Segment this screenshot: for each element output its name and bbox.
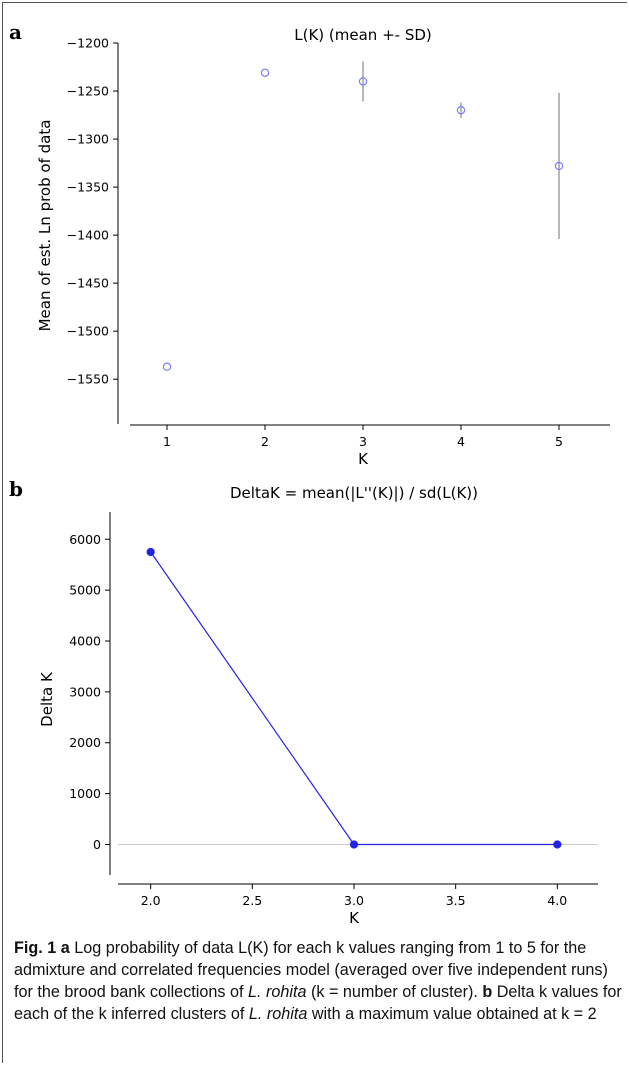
chart-a: a L(K) (mean +- SD) −1200 −1250 −1300 −1350 −1… (9, 20, 610, 468)
data-point (358, 77, 368, 86)
y-tick-label: 2000 (69, 735, 101, 750)
y-tick-label: −1300 (67, 132, 109, 147)
panel-letter: a (9, 20, 22, 44)
y-tick-label: 3000 (69, 684, 101, 699)
x-tick-label: 2 (261, 434, 269, 449)
x-tick-label: 3.5 (446, 893, 466, 908)
x-tick-label: 3.0 (344, 893, 364, 908)
caption-part-b-text-2: with a maximum value obtained at k = 2 (307, 1005, 597, 1023)
y-tick-label: −1450 (67, 276, 109, 291)
x-axis-label: K (349, 909, 360, 927)
x-tick-label: 5 (555, 434, 563, 449)
chart-title: DeltaK = mean(|L''(K)|) / sd(L(K)) (230, 484, 478, 502)
y-tick-label: −1250 (67, 84, 109, 99)
data-point (456, 106, 466, 115)
x-tick-label: 2.5 (242, 893, 262, 908)
series-line (150, 551, 558, 846)
y-tick-label: −1400 (67, 228, 109, 243)
y-tick-label: 1000 (69, 786, 101, 801)
caption-species-a: L. rohita (247, 983, 307, 1001)
data-point (146, 547, 155, 557)
y-axis-label: Delta K (38, 671, 56, 727)
y-tick-label: 0 (93, 837, 101, 852)
data-point (553, 840, 562, 849)
data-point (554, 161, 564, 171)
y-axis-label: Mean of est. Ln prob of data (36, 120, 54, 332)
caption-part-a-text-1: Log probability of data L(K) for each k … (14, 939, 608, 1001)
data-point (162, 362, 172, 371)
y-tick-label: −1350 (67, 180, 109, 195)
y-tick-label: −1550 (67, 372, 109, 387)
caption-species-b: L. rohita (248, 1005, 308, 1023)
data-point (260, 68, 270, 77)
x-tick-label: 1 (163, 434, 171, 449)
y-tick-label: 6000 (69, 532, 101, 547)
caption-label: Fig. 1 (14, 939, 57, 957)
caption-part-a-letter: a (60, 939, 70, 957)
x-axis-label: K (358, 450, 369, 468)
panel-letter: b (9, 477, 23, 501)
y-tick-label: 4000 (69, 634, 101, 649)
data-point (349, 840, 359, 849)
x-tick-label: 4.0 (547, 893, 567, 908)
chart-b: b DeltaK = mean(|L''(K)|) / sd(L(K)) 6000 5… (9, 477, 598, 927)
y-tick-label: −1200 (67, 36, 109, 51)
y-tick-label: −1500 (67, 324, 109, 339)
caption-part-a-text-2: (k = number of cluster). (306, 983, 483, 1001)
caption-part-b-text-1: Delta k values for each of the k inferre… (14, 983, 622, 1023)
x-tick-label: 4 (457, 434, 465, 449)
x-tick-label: 2.0 (141, 893, 161, 908)
y-tick-label: 5000 (69, 583, 101, 598)
chart-title: L(K) (mean +- SD) (294, 26, 432, 44)
caption-part-b-letter: b (482, 983, 493, 1001)
figure-caption: Fig. 1 a Log probability of data L(K) fo… (14, 937, 624, 1025)
x-tick-label: 3 (359, 434, 367, 449)
